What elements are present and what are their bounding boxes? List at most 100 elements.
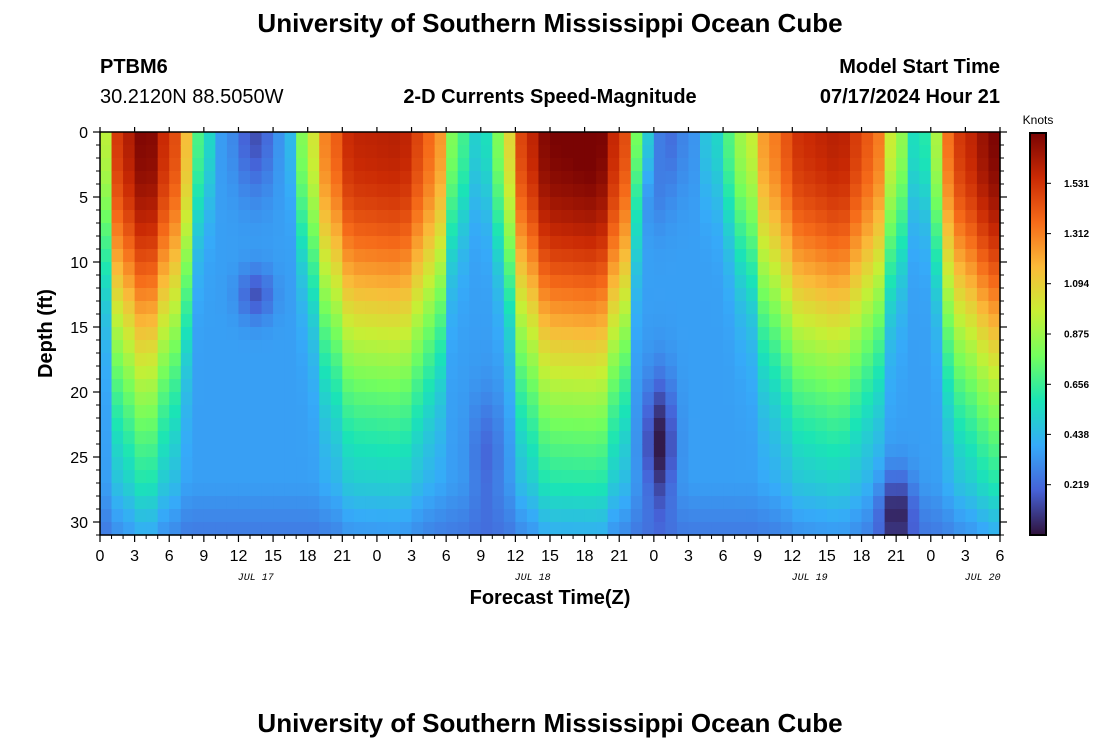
heatmap-cell: [296, 431, 309, 445]
heatmap-cell: [653, 522, 666, 536]
heatmap-cell: [123, 353, 136, 367]
heatmap-cell: [942, 340, 955, 354]
heatmap-cell: [573, 249, 586, 263]
heatmap-cell: [353, 327, 366, 341]
heatmap-cell: [284, 197, 297, 211]
heatmap-cell: [330, 353, 343, 367]
x-tick-label: 21: [887, 548, 905, 565]
heatmap-cell: [607, 275, 620, 289]
heatmap-cell: [688, 145, 701, 159]
heatmap-cell: [342, 301, 355, 315]
heatmap-cell: [573, 444, 586, 458]
heatmap-cell: [630, 301, 643, 315]
heatmap-cell: [469, 327, 482, 341]
heatmap-cell: [907, 483, 920, 497]
heatmap-cell: [503, 249, 516, 263]
heatmap-cell: [850, 418, 863, 432]
heatmap-cell: [988, 483, 1001, 497]
heatmap-cell: [342, 262, 355, 276]
heatmap-cell: [307, 327, 320, 341]
heatmap-cell: [469, 236, 482, 250]
heatmap-cell: [492, 353, 505, 367]
heatmap-cell: [330, 210, 343, 224]
heatmap-cell: [642, 366, 655, 380]
heatmap-cell: [480, 418, 493, 432]
heatmap-cell: [307, 145, 320, 159]
heatmap-cell: [873, 236, 886, 250]
heatmap-cell: [665, 431, 678, 445]
heatmap-cell: [284, 249, 297, 263]
heatmap-cell: [469, 158, 482, 172]
heatmap-cell: [365, 379, 378, 393]
heatmap-cell: [273, 444, 286, 458]
heatmap-cell: [423, 171, 436, 185]
heatmap-cell: [515, 509, 528, 523]
heatmap-cell: [688, 340, 701, 354]
heatmap-cell: [446, 132, 459, 146]
heatmap-cell: [353, 210, 366, 224]
heatmap-cell: [573, 132, 586, 146]
heatmap-cell: [573, 366, 586, 380]
heatmap-cell: [169, 314, 182, 328]
heatmap-cell: [792, 132, 805, 146]
heatmap-cell: [723, 132, 736, 146]
heatmap-cell: [307, 158, 320, 172]
heatmap-cell: [400, 249, 413, 263]
heatmap-cell: [100, 262, 113, 276]
heatmap-cell: [619, 275, 632, 289]
heatmap-cell: [503, 327, 516, 341]
heatmap-cell: [838, 431, 851, 445]
heatmap-cell: [780, 171, 793, 185]
heatmap-cell: [838, 353, 851, 367]
heatmap-cell: [169, 392, 182, 406]
heatmap-cell: [192, 249, 205, 263]
heatmap-cell: [342, 483, 355, 497]
heatmap-cell: [861, 223, 874, 237]
heatmap-cell: [146, 457, 159, 471]
heatmap-cell: [769, 184, 782, 198]
heatmap-cell: [653, 366, 666, 380]
heatmap-cell: [250, 262, 263, 276]
heatmap-cell: [261, 132, 274, 146]
heatmap-cell: [826, 223, 840, 237]
heatmap-cell: [365, 171, 378, 185]
heatmap-cell: [215, 249, 228, 263]
heatmap-cell: [192, 379, 205, 393]
heatmap-cell: [376, 158, 390, 172]
heatmap-cell: [746, 353, 759, 367]
heatmap-cell: [803, 262, 816, 276]
heatmap-cell: [907, 366, 920, 380]
heatmap-cell: [146, 275, 159, 289]
heatmap-cell: [434, 236, 447, 250]
heatmap-cell: [630, 392, 643, 406]
heatmap-cell: [376, 379, 390, 393]
heatmap-cell: [215, 210, 228, 224]
heatmap-cell: [723, 158, 736, 172]
heatmap-cell: [815, 379, 828, 393]
heatmap-cell: [492, 340, 505, 354]
heatmap-cell: [423, 483, 436, 497]
heatmap-cell: [111, 314, 124, 328]
heatmap-cell: [930, 392, 943, 406]
heatmap-cell: [988, 418, 1001, 432]
heatmap-cell: [780, 509, 793, 523]
heatmap-cell: [515, 275, 528, 289]
heatmap-cell: [503, 366, 516, 380]
heatmap-cell: [953, 288, 966, 302]
heatmap-cell: [250, 223, 263, 237]
heatmap-cell: [238, 288, 251, 302]
heatmap-cell: [861, 171, 874, 185]
heatmap-cell: [111, 223, 124, 237]
heatmap-cell: [642, 340, 655, 354]
heatmap-cell: [907, 171, 920, 185]
heatmap-cell: [203, 145, 216, 159]
heatmap-cell: [930, 522, 943, 536]
heatmap-cell: [550, 288, 563, 302]
heatmap-cell: [400, 132, 413, 146]
heatmap-cell: [988, 223, 1001, 237]
heatmap-cell: [584, 509, 597, 523]
heatmap-cell: [192, 509, 205, 523]
heatmap-cell: [561, 223, 574, 237]
x-tick-label: 9: [199, 548, 208, 565]
heatmap-cell: [630, 275, 643, 289]
